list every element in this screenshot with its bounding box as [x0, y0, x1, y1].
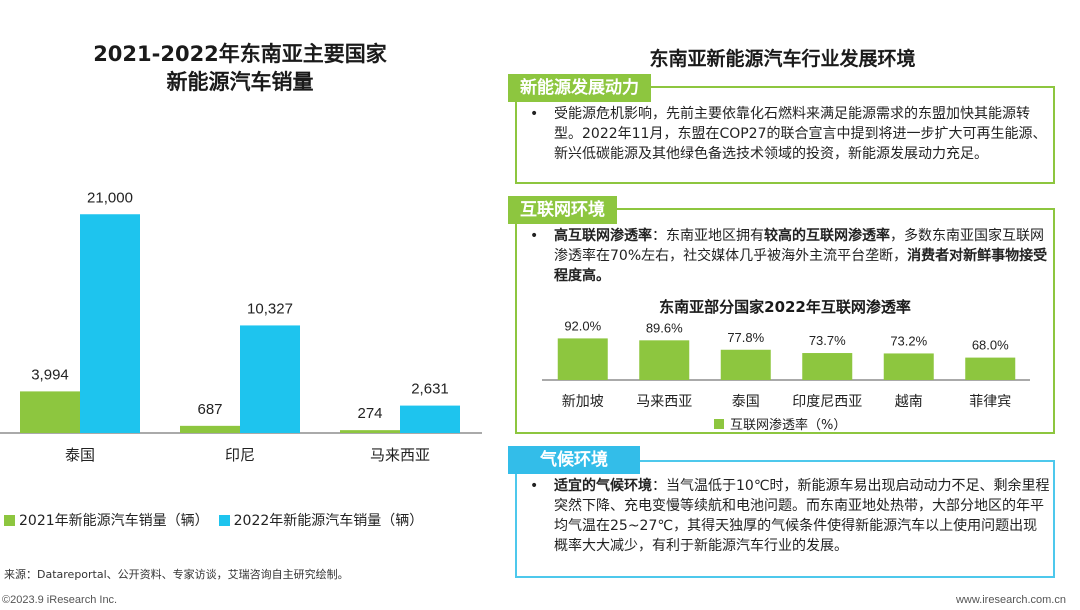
section-internet-text: • 高互联网渗透率：东南亚地区拥有较高的互联网渗透率，多数东南亚国家互联网渗透率… — [530, 226, 1050, 286]
bar-value-label: 3,994 — [31, 366, 69, 383]
bullet-icon: • — [530, 228, 539, 244]
internet-category-label: 越南 — [895, 394, 923, 410]
internet-legend-swatch — [714, 418, 724, 429]
section-climate-tag: 气候环境 — [508, 446, 640, 474]
internet-bar-1 — [639, 340, 690, 380]
internet-category-label: 菲律宾 — [969, 394, 1011, 410]
bullet-icon: • — [530, 478, 539, 494]
internet-category-label: 马来西亚 — [636, 394, 692, 410]
climate-bold-1: 适宜的气候环境 — [554, 478, 652, 494]
bar-2021-1 — [180, 425, 240, 433]
bar-2021-0 — [20, 391, 80, 433]
internet-category-label: 新加坡 — [562, 394, 604, 410]
website-link[interactable]: www.iresearch.com.cn — [955, 594, 1066, 606]
sales-bar-chart: 3,994 21,000 泰国 687 10,327 印尼 274 2,631 马来西亚 — [0, 189, 482, 464]
sales-chart-legend: 2021年新能源汽车销量（辆） 2022年新能源汽车销量（辆） — [4, 510, 423, 530]
bullet-icon: • — [530, 106, 539, 122]
internet-bar-3 — [802, 353, 853, 380]
section-energy-box — [515, 86, 1055, 184]
internet-bar-value-label: 77.8% — [727, 330, 764, 345]
bar-value-label: 10,327 — [247, 300, 293, 317]
internet-text-2: ，多数东南亚国家互联网渗透率在70%左右，社交媒体几乎被海外主流平台垄断， — [554, 228, 1044, 264]
section-climate-text: • 适宜的气候环境：当气温低于10℃时，新能源车易出现启动动力不足、剩余里程突然… — [530, 476, 1050, 556]
internet-legend-label: 互联网渗透率（%） — [730, 418, 847, 433]
section-energy-tag-label: 新能源发展动力 — [520, 78, 639, 98]
internet-chart-title: 东南亚部分国家2022年互联网渗透率 — [659, 298, 911, 316]
internet-bar-0 — [557, 338, 608, 380]
bar-value-label: 274 — [357, 405, 382, 422]
category-label: 印尼 — [225, 446, 255, 464]
legend-label-2021: 2021年新能源汽车销量（辆） — [19, 513, 209, 529]
internet-bar-value-label: 89.6% — [646, 320, 683, 335]
internet-category-label: 泰国 — [732, 394, 760, 410]
legend-swatch-2021 — [4, 514, 15, 526]
bar-2022-2 — [400, 405, 460, 433]
legend-item-2022: 2022年新能源汽车销量（辆） — [218, 510, 424, 530]
section-energy-tag: 新能源发展动力 — [508, 74, 651, 102]
internet-bold-3: 消费者对新鲜事物接受程度高。 — [554, 248, 1048, 284]
internet-category-label: 印度尼西亚 — [792, 394, 862, 410]
environment-title: 东南亚新能源汽车行业发展环境 — [649, 48, 916, 70]
internet-text-1: ：东南亚地区拥有 — [652, 228, 764, 244]
section-internet-box — [515, 208, 1055, 434]
section-internet-tag: 互联网环境 — [508, 196, 617, 224]
bar-2022-0 — [80, 214, 140, 433]
bar-value-label: 2,631 — [411, 381, 449, 398]
category-label: 泰国 — [65, 446, 95, 464]
section-energy-body: 受能源危机影响，先前主要依靠化石燃料来满足能源需求的东盟加快其能源转型。2022… — [554, 106, 1047, 162]
sales-chart-title-line2: 新能源汽车销量 — [166, 70, 314, 94]
section-energy-text: • 受能源危机影响，先前主要依靠化石燃料来满足能源需求的东盟加快其能源转型。20… — [530, 104, 1050, 164]
internet-chart-legend: 互联网渗透率（%） — [714, 414, 846, 433]
climate-text-1: ：当气温低于10℃时，新能源车易出现启动动力不足、剩余里程突然下降、充电变慢等续… — [554, 478, 1050, 554]
section-climate-box — [515, 460, 1055, 578]
internet-bar-value-label: 92.0% — [564, 318, 601, 333]
section-internet-tag-label: 互联网环境 — [520, 200, 605, 220]
internet-bar-value-label: 73.2% — [890, 333, 927, 348]
section-climate-body: 适宜的气候环境：当气温低于10℃时，新能源车易出现启动动力不足、剩余里程突然下降… — [530, 476, 1050, 556]
legend-label-2022: 2022年新能源汽车销量（辆） — [233, 513, 424, 529]
section-climate-tag-label: 气候环境 — [540, 450, 608, 470]
copyright: ©2023.9 iResearch Inc. — [2, 594, 118, 606]
internet-bold-2: 较高的互联网渗透率 — [764, 228, 890, 244]
legend-swatch-2022 — [218, 514, 230, 526]
source-note: 来源：Datareportal、公开资料、专家访谈，艾瑞咨询自主研究绘制。 — [4, 568, 349, 581]
bar-2021-2 — [340, 430, 400, 433]
internet-bar-5 — [965, 357, 1016, 380]
internet-bar-value-label: 68.0% — [972, 338, 1009, 353]
bar-2022-1 — [240, 325, 300, 433]
bar-value-label: 21,000 — [87, 189, 133, 206]
sales-chart-title-line1: 2021-2022年东南亚主要国家 — [93, 42, 387, 66]
legend-item-2021: 2021年新能源汽车销量（辆） — [4, 510, 209, 530]
bar-value-label: 687 — [197, 401, 222, 418]
internet-bar-4 — [883, 353, 934, 380]
internet-bar-2 — [720, 349, 771, 380]
category-label: 马来西亚 — [370, 446, 430, 464]
section-internet-body: 高互联网渗透率：东南亚地区拥有较高的互联网渗透率，多数东南亚国家互联网渗透率在7… — [530, 226, 1050, 286]
internet-bar-value-label: 73.7% — [809, 333, 846, 348]
internet-bold-1: 高互联网渗透率 — [554, 228, 652, 244]
sales-chart-title: 2021-2022年东南亚主要国家 新能源汽车销量 — [40, 40, 440, 96]
internet-bar-chart: 92.0% 新加坡 89.6% 马来西亚 77.8% 泰国 73.7% 印度尼西亚 73.2% 越… — [542, 318, 1030, 410]
